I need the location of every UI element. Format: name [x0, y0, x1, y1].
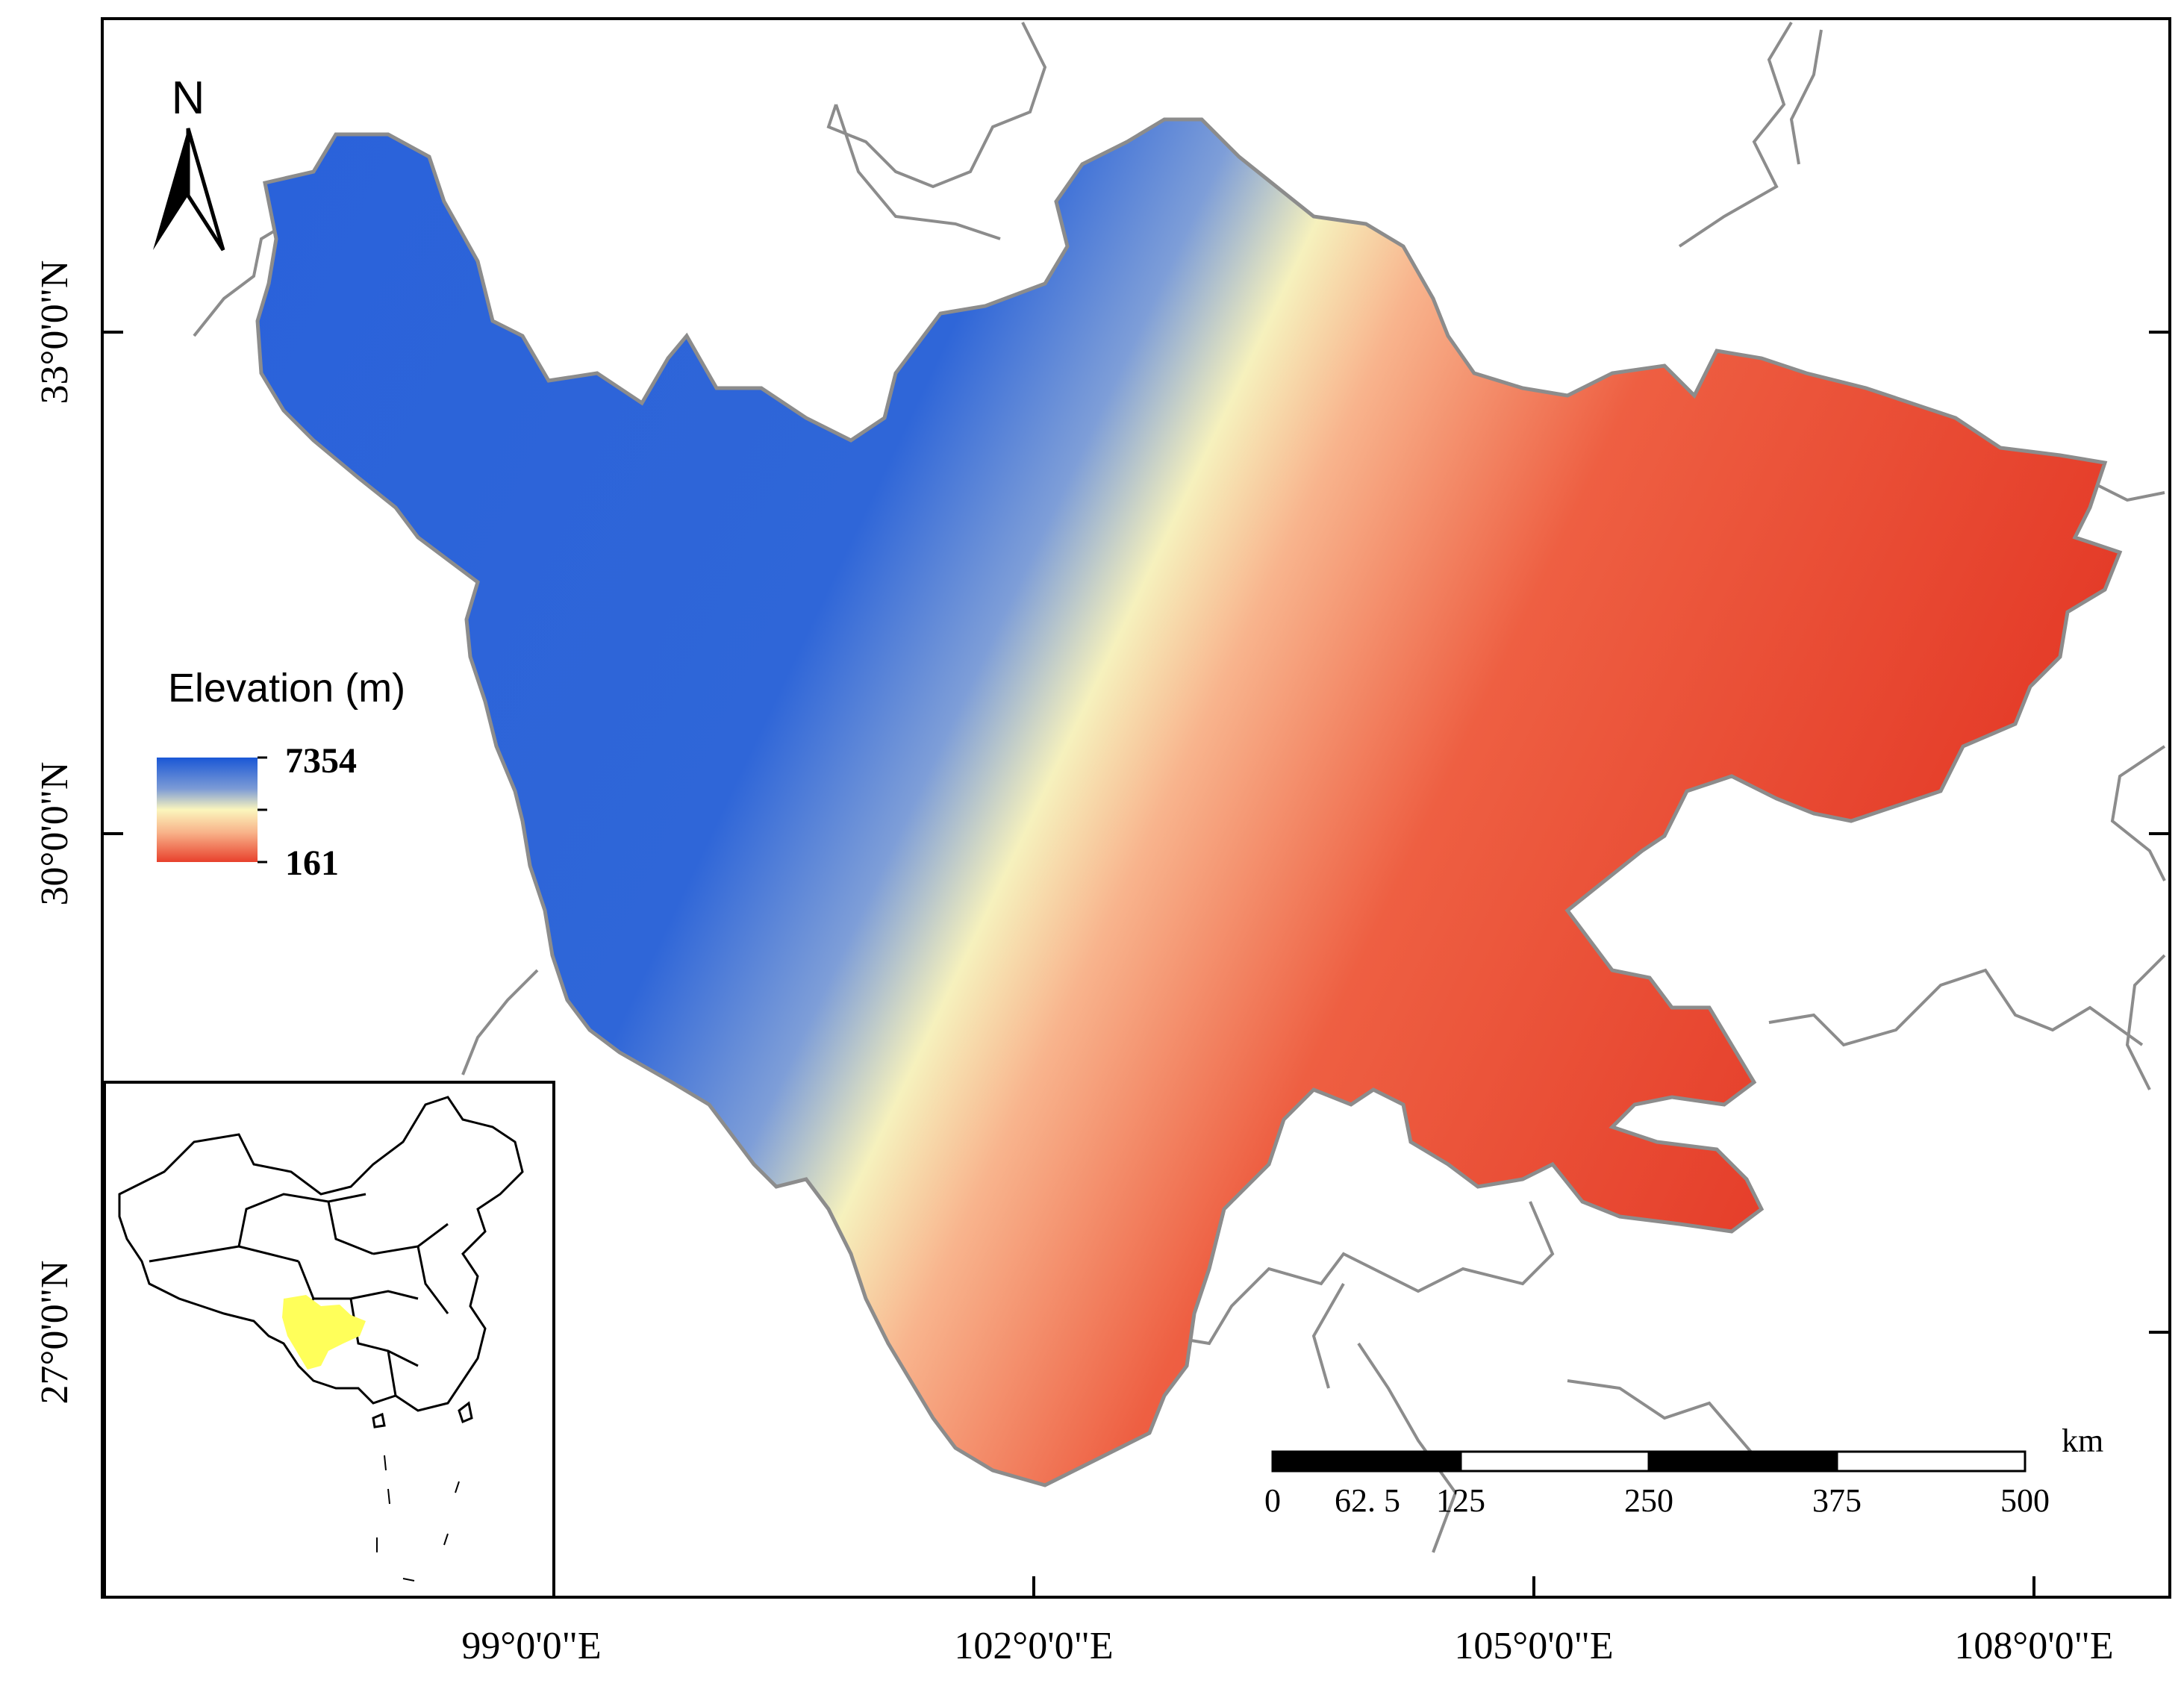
elevation-region	[255, 117, 2123, 1487]
legend-title: Elevation (m)	[168, 666, 405, 711]
scale-label: 0	[1264, 1482, 1281, 1519]
legend-min-value: 161	[285, 843, 339, 883]
scale-unit: km	[2062, 1423, 2103, 1459]
legend-max-value: 7354	[285, 741, 357, 781]
lon-tick-label: 99°0'0"E	[461, 1625, 601, 1667]
elevation-legend: Elevation (m) 7354 161	[157, 666, 405, 883]
north-arrow-icon	[153, 128, 225, 252]
north-label: N	[172, 72, 205, 124]
north-arrow: N	[153, 72, 225, 252]
scale-label: 250	[1624, 1482, 1673, 1519]
lat-tick-label: 33°0'0"N	[34, 260, 76, 405]
scale-label: 375	[1812, 1482, 1862, 1519]
scale-label: 125	[1436, 1482, 1485, 1519]
inset-nine-dash	[376, 1455, 460, 1582]
scale-label: 62. 5	[1335, 1482, 1400, 1519]
lat-tick-label: 30°0'0"N	[34, 762, 76, 906]
inset-map	[103, 1081, 555, 1599]
lon-tick-label: 102°0'0"E	[954, 1625, 1113, 1667]
scale-label: 500	[2000, 1482, 2050, 1519]
lon-tick-label: 108°0'0"E	[1954, 1625, 2113, 1667]
map-frame	[101, 17, 2171, 1599]
lon-tick-label: 105°0'0"E	[1454, 1625, 1613, 1667]
sichuan-highlight	[282, 1295, 366, 1370]
scale-bar: km 0 62. 5 125 250 375 500	[1264, 1423, 2103, 1519]
china-outline	[118, 1096, 524, 1429]
legend-color-ramp	[157, 758, 258, 862]
lat-tick-label: 27°0'0"N	[34, 1261, 76, 1405]
